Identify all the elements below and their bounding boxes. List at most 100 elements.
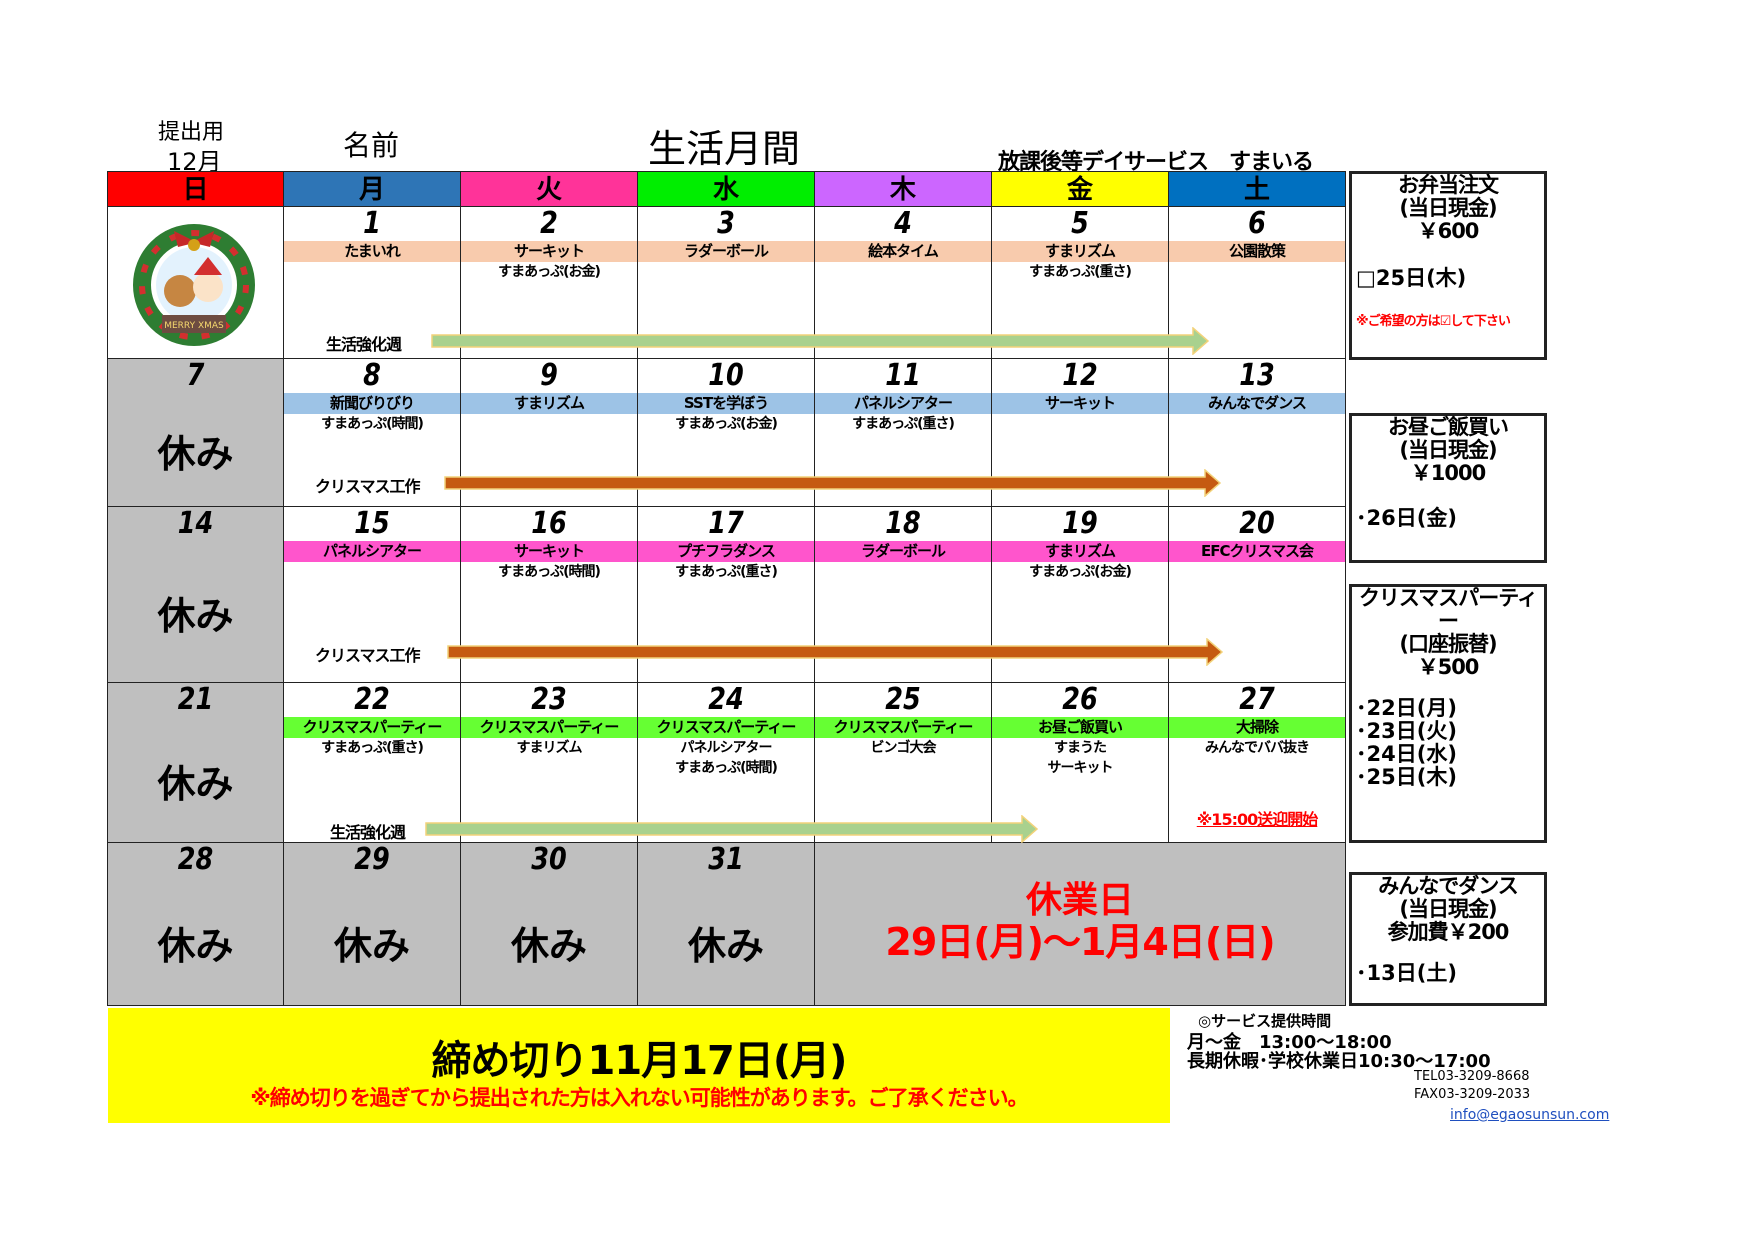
arrow-icon xyxy=(444,469,1221,497)
sub-activity: すまうた xyxy=(1054,740,1107,756)
day-number: 17 xyxy=(708,506,744,541)
order-box-title: (口座振替) xyxy=(1399,632,1497,656)
order-box-title: みんなでダンス xyxy=(1378,874,1519,898)
order-box-title: お昼ご飯買い xyxy=(1388,415,1509,439)
svg-text:MERRY XMAS: MERRY XMAS xyxy=(164,321,224,331)
day-cell: 24 クリスマスパーティー パネルシアター すまあっぷ(時間) xyxy=(638,683,815,843)
day-number: 6 xyxy=(1248,206,1266,241)
day-cell: 1 たまいれ xyxy=(284,207,461,359)
order-box-title: 参加費￥200 xyxy=(1387,920,1510,944)
order-date-option[interactable]: □25日(木) xyxy=(1356,266,1467,290)
day-number: 16 xyxy=(531,506,567,541)
day-cell: 2 サーキット すまあっぷ(お金) xyxy=(461,207,638,359)
order-date-option: ･22日(月) xyxy=(1356,696,1457,720)
day-number: 9 xyxy=(540,358,558,393)
day-number: 18 xyxy=(885,506,921,541)
event-band: 公園散策 xyxy=(1169,241,1345,262)
day-number: 14 xyxy=(177,506,214,541)
calendar-grid: 日月火水木金土 MERRY XMAS 1 たまいれ 2 サーキット すまあっぷ(お金) 3 ラダ… xyxy=(107,171,1347,1006)
day-number: 4 xyxy=(894,206,912,241)
spacer xyxy=(1352,243,1544,267)
tel: TEL03-3209-8668 xyxy=(1414,1069,1530,1084)
day-cell: 26 お昼ご飯買いすまうたサーキット xyxy=(992,683,1169,843)
day-number: 5 xyxy=(1071,206,1089,241)
event-band: クリスマスパーティー xyxy=(461,717,637,738)
order-date-option: ･25日(木) xyxy=(1356,765,1457,789)
rest-label: 休み xyxy=(157,432,234,476)
day-number: 30 xyxy=(531,842,567,877)
day-number: 1 xyxy=(363,206,381,241)
sub-activity: すまあっぷ(時間) xyxy=(675,760,778,776)
order-date-option: ･13日(土) xyxy=(1356,961,1457,985)
day-cell: 23 クリスマスパーティー すまリズム xyxy=(461,683,638,843)
rest-label: 休み xyxy=(157,762,234,806)
page-title: 生活月間 xyxy=(648,127,801,171)
arrow-icon xyxy=(431,327,1209,355)
hours-title: ◎サービス提供時間 xyxy=(1198,1012,1332,1030)
day-number: 7 xyxy=(186,358,205,393)
deadline-box: 締め切り11月17日(月) ※締め切りを過ぎてから提出された方は入れない可能性が… xyxy=(108,1008,1170,1123)
day-number: 10 xyxy=(708,358,744,393)
sub-activity: すまあっぷ(時間) xyxy=(321,416,424,432)
day-cell: 22 クリスマスパーティー すまあっぷ(重さ) xyxy=(284,683,461,843)
closure-range: 29日(月)～1月4日(日) xyxy=(885,920,1275,964)
event-band: 新聞びりびり xyxy=(284,393,460,414)
day-number: 2 xyxy=(540,206,558,241)
day-number: 28 xyxy=(177,842,214,877)
pickup-note: ※15:00送迎開始 xyxy=(1196,810,1319,829)
day-cell: 8 新聞びりびりすまあっぷ(時間) xyxy=(284,359,461,507)
email-link[interactable]: info@egaosunsun.com xyxy=(1450,1107,1610,1123)
rest-day-cell: 28 休み xyxy=(107,843,284,1006)
event-band: みんなでダンス xyxy=(1169,393,1345,414)
day-number: 13 xyxy=(1239,358,1275,393)
arrow-label: 生活強化週 xyxy=(326,335,402,354)
event-band: サーキット xyxy=(992,393,1168,414)
closure-cell: 休業日 29日(月)～1月4日(日) xyxy=(815,843,1346,1006)
day-number: 20 xyxy=(1239,506,1275,541)
event-band: 絵本タイム xyxy=(815,241,991,262)
event-band: サーキット xyxy=(461,541,637,562)
deadline-note: ※締め切りを過ぎてから提出された方は入れない可能性があります。ご了承ください。 xyxy=(250,1086,1028,1110)
day-number: 8 xyxy=(363,358,381,393)
order-box-title: お弁当注文 xyxy=(1398,173,1499,197)
weekday-hours: 月～金 13:00～18:00 xyxy=(1187,1032,1392,1053)
order-date-option: ･26日(金) xyxy=(1356,506,1457,530)
sub-activity: パネルシアター xyxy=(680,740,773,756)
christmas-image: MERRY XMAS xyxy=(124,217,264,351)
name-label: 名前 xyxy=(343,129,400,162)
order-box-title: (当日現金) xyxy=(1399,438,1497,462)
rest-day-cell: 30 休み xyxy=(461,843,638,1006)
day-number: 26 xyxy=(1062,682,1098,717)
day-cell: 15 パネルシアター xyxy=(284,507,461,683)
day-number: 12 xyxy=(1062,358,1098,393)
spacer xyxy=(1352,679,1544,697)
holiday-hours: 長期休暇･学校休業日10:30～17:00 xyxy=(1187,1051,1491,1072)
arrow-icon xyxy=(447,638,1223,666)
order-box-title: ￥600 xyxy=(1417,219,1480,243)
day-cell: 27 大掃除 みんなでババ抜き ※15:00送迎開始 xyxy=(1169,683,1346,843)
sub-activity: すまリズム xyxy=(516,740,583,756)
order-box: お昼ご飯買い (当日現金) ￥1000 ･26日(金) xyxy=(1349,413,1547,563)
rest-day-cell: 14 休み xyxy=(107,507,284,683)
arrow-icon xyxy=(425,815,1038,843)
event-band: お昼ご飯買い xyxy=(992,717,1168,738)
rest-day-cell: 21 休み xyxy=(107,683,284,843)
week-row: 21 休み 22 クリスマスパーティー すまあっぷ(重さ) 23 クリスマスパーティー すまリ… xyxy=(107,683,1347,843)
sub-activity: サーキット xyxy=(1047,760,1114,776)
day-cell: 4 絵本タイム xyxy=(815,207,992,359)
day-number: 19 xyxy=(1062,506,1098,541)
event-band: クリスマスパーティー xyxy=(638,717,814,738)
sub-activity: すまあっぷ(お金) xyxy=(498,264,601,280)
rest-label: 休み xyxy=(687,923,764,968)
day-cell: 11 パネルシアター すまあっぷ(重さ) xyxy=(815,359,992,507)
day-number: 22 xyxy=(354,682,390,717)
weekday-header: 木 xyxy=(815,171,992,207)
day-cell: 25 クリスマスパーティー ビンゴ大会 xyxy=(815,683,992,843)
sub-activity: ビンゴ大会 xyxy=(870,740,937,756)
closure-title: 休業日 xyxy=(1025,880,1134,921)
org-name: 放課後等デイサービス すまいる xyxy=(998,150,1314,175)
order-box-title: ￥1000 xyxy=(1410,461,1486,485)
day-number: 29 xyxy=(354,842,390,877)
event-band: パネルシアター xyxy=(815,393,991,414)
sub-activity: すまあっぷ(時間) xyxy=(498,564,601,580)
